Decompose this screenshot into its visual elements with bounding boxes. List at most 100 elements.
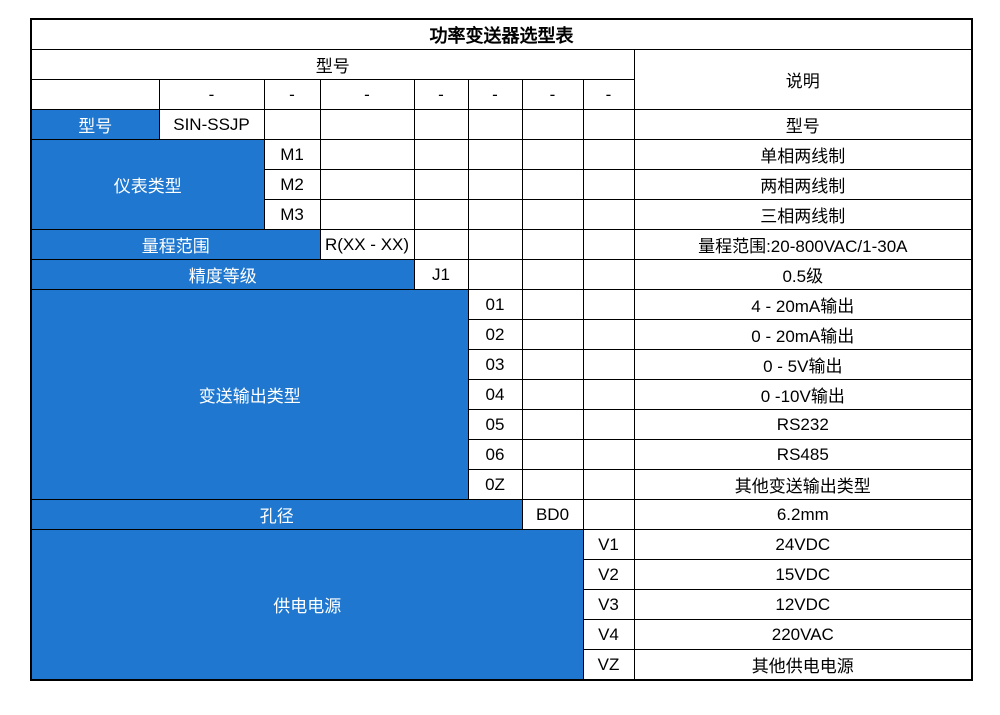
- empty-cell: [582, 229, 635, 260]
- power-supply-desc: 其他供电电源: [633, 649, 973, 681]
- dash-cell: -: [413, 79, 469, 110]
- range-row: 量程范围 R(XX - XX) 量程范围:20-800VAC/1-30A: [30, 229, 973, 260]
- instrument-type-desc: 两相两线制: [633, 169, 973, 200]
- power-supply-label: 供电电源: [30, 529, 584, 681]
- dash-cell: -: [158, 79, 265, 110]
- range-desc: 量程范围:20-800VAC/1-30A: [633, 229, 973, 260]
- output-type-desc: 0 - 20mA输出: [633, 319, 973, 350]
- power-supply-desc: 220VAC: [633, 619, 973, 650]
- range-code: R(XX - XX): [319, 229, 415, 260]
- empty-cell: [467, 199, 523, 230]
- empty-cell: [582, 139, 635, 170]
- output-type-desc: 其他变送输出类型: [633, 469, 973, 500]
- empty-cell: [521, 319, 584, 350]
- empty-cell: [582, 469, 635, 500]
- output-type-code: 04: [467, 379, 523, 410]
- power-supply-row: V3 12VDC: [31, 589, 973, 620]
- empty-cell: [582, 499, 635, 530]
- instrument-type-row: 仪表类型 M1 单相两线制: [30, 139, 973, 230]
- accuracy-row: 精度等级 J1 0.5级: [30, 259, 973, 290]
- output-type-row: 0Z 其他变送输出类型: [31, 469, 973, 500]
- empty-cell: [413, 199, 469, 230]
- output-type-label: 变送输出类型: [30, 289, 469, 500]
- power-supply-code: V1: [582, 529, 635, 560]
- table-title: 功率变送器选型表: [30, 18, 973, 50]
- dash-cell: -: [467, 79, 523, 110]
- empty-cell: [582, 289, 635, 320]
- empty-cell: [319, 139, 415, 170]
- aperture-desc: 6.2mm: [633, 499, 973, 530]
- power-supply-row: 供电电源 V1 24VDC: [30, 529, 973, 681]
- dash-cell: -: [319, 79, 415, 110]
- output-type-row: 03 0 - 5V输出: [31, 349, 973, 380]
- empty-cell: [521, 289, 584, 320]
- output-type-code: 01: [467, 289, 523, 320]
- accuracy-code: J1: [413, 259, 469, 290]
- output-type-code: 06: [467, 439, 523, 470]
- output-type-desc: RS232: [633, 409, 973, 440]
- header-row: 型号 说明: [30, 49, 973, 110]
- model-row: 型号 SIN-SSJP 型号: [30, 109, 973, 140]
- instrument-type-code: M1: [263, 139, 321, 170]
- instrument-type-code: M2: [263, 169, 321, 200]
- empty-cell: [582, 109, 635, 140]
- output-type-row: 02 0 - 20mA输出: [31, 319, 973, 350]
- dash-cell: -: [582, 79, 635, 110]
- empty-cell: [467, 109, 523, 140]
- model-group-header: 型号: [30, 49, 635, 80]
- power-supply-code: V4: [582, 619, 635, 650]
- empty-cell: [319, 109, 415, 140]
- empty-cell: [319, 199, 415, 230]
- output-type-desc: 4 - 20mA输出: [633, 289, 973, 320]
- empty-cell: [582, 319, 635, 350]
- empty-cell: [467, 139, 523, 170]
- output-type-code: 03: [467, 349, 523, 380]
- power-supply-row: VZ 其他供电电源: [31, 649, 973, 681]
- empty-cell: [582, 349, 635, 380]
- power-supply-desc: 24VDC: [633, 529, 973, 560]
- empty-cell: [413, 139, 469, 170]
- empty-cell: [521, 379, 584, 410]
- empty-cell: [413, 109, 469, 140]
- empty-cell: [521, 139, 584, 170]
- empty-cell: [521, 439, 584, 470]
- empty-cell: [521, 109, 584, 140]
- aperture-label: 孔径: [30, 499, 523, 530]
- model-label: 型号: [30, 109, 160, 140]
- empty-cell: [521, 409, 584, 440]
- description-header: 说明: [633, 49, 973, 110]
- model-desc: 型号: [633, 109, 973, 140]
- model-code: SIN-SSJP: [158, 109, 265, 140]
- empty-cell: [521, 199, 584, 230]
- instrument-type-row: M3 三相两线制: [31, 199, 973, 230]
- instrument-type-desc: 单相两线制: [633, 139, 973, 170]
- output-type-code: 0Z: [467, 469, 523, 500]
- output-type-desc: 0 -10V输出: [633, 379, 973, 410]
- empty-cell: [582, 169, 635, 200]
- dash-cell: -: [521, 79, 584, 110]
- output-type-desc: RS485: [633, 439, 973, 470]
- power-supply-code: VZ: [582, 649, 635, 681]
- power-supply-desc: 12VDC: [633, 589, 973, 620]
- power-supply-code: V3: [582, 589, 635, 620]
- title-row: 功率变送器选型表: [30, 18, 973, 50]
- empty-cell: [582, 199, 635, 230]
- empty-cell: [521, 229, 584, 260]
- power-supply-row: V4 220VAC: [31, 619, 973, 650]
- power-supply-desc: 15VDC: [633, 559, 973, 590]
- empty-cell: [582, 259, 635, 290]
- power-supply-code: V2: [582, 559, 635, 590]
- empty-cell: [582, 379, 635, 410]
- empty-cell: [521, 259, 584, 290]
- output-type-row: 04 0 -10V输出: [31, 379, 973, 410]
- output-type-desc: 0 - 5V输出: [633, 349, 973, 380]
- empty-cell: [467, 259, 523, 290]
- aperture-row: 孔径 BD0 6.2mm: [30, 499, 973, 530]
- empty-cell: [521, 469, 584, 500]
- empty-cell: [263, 109, 321, 140]
- empty-cell: [467, 229, 523, 260]
- empty-cell: [521, 169, 584, 200]
- dash-empty-cell: [30, 79, 160, 110]
- empty-cell: [582, 439, 635, 470]
